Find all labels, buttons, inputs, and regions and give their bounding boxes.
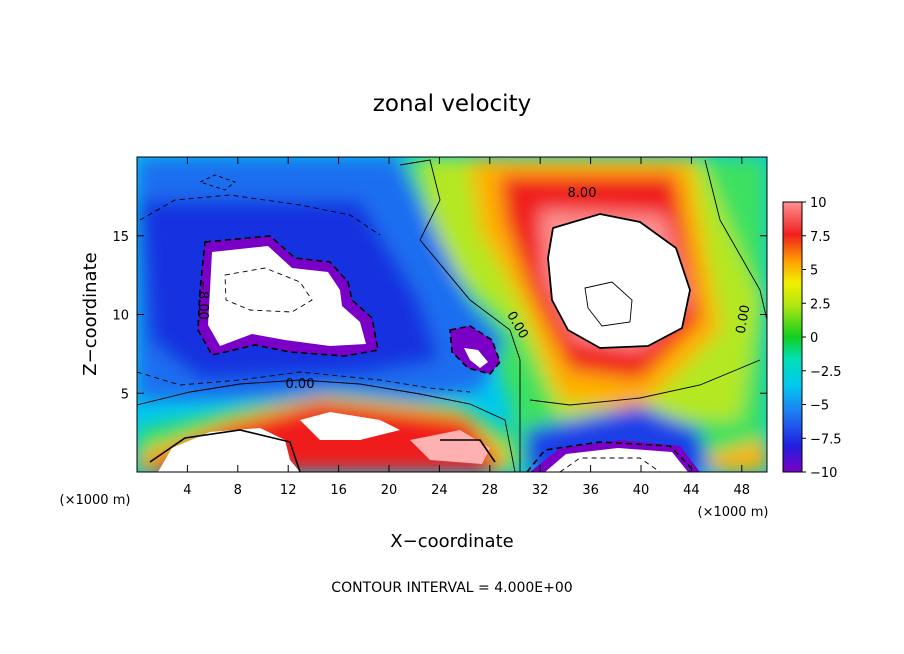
- colorbar-tick-label: 10: [810, 196, 827, 211]
- y-tick-label: 15: [112, 230, 129, 245]
- contour-lines: [137, 159, 767, 472]
- y-tick-label: 5: [121, 387, 129, 402]
- colorbar-ticks: 10 7.5 5 2.5 0 −2.5 −5 −7.5 −10: [802, 196, 842, 481]
- x-axis-label: X−coordinate: [390, 531, 513, 552]
- colorbar-tick-label: −2.5: [810, 365, 842, 380]
- colorbar-tick-label: −10: [810, 466, 837, 481]
- colorbar-tick-label: 5: [810, 264, 818, 279]
- x-tick-label: 44: [683, 483, 700, 498]
- contour-label: 0.00: [286, 377, 315, 392]
- chart-title: zonal velocity: [373, 91, 531, 117]
- colorbar-tick-label: 2.5: [810, 297, 831, 312]
- x-tick-label: 40: [633, 483, 650, 498]
- x-tick-label: 32: [532, 483, 549, 498]
- y-axis: 5 10 15: [112, 230, 767, 402]
- contour-label: 0.00: [734, 304, 754, 335]
- x-unit-right: (×1000 m): [698, 505, 769, 520]
- x-unit-left: (×1000 m): [60, 493, 131, 508]
- y-tick-label: 10: [112, 309, 129, 324]
- contour-interval-note: CONTOUR INTERVAL = 4.000E+00: [331, 580, 572, 596]
- colorbar-tick-label: −7.5: [810, 432, 842, 447]
- colorbar-tick-label: 7.5: [810, 230, 831, 245]
- contour-label: 8.00: [568, 186, 597, 201]
- x-tick-label: 8: [234, 483, 242, 498]
- colorbar: [782, 201, 803, 473]
- x-axis: 4 8 12 16 20 24 28 32 36 40 44 48: [183, 157, 750, 498]
- x-tick-label: 20: [381, 483, 398, 498]
- heatmap-field: [137, 157, 767, 472]
- contour-label: −8.00: [195, 280, 210, 320]
- x-tick-label: 24: [431, 483, 448, 498]
- x-tick-label: 12: [280, 483, 297, 498]
- x-tick-label: 4: [183, 483, 191, 498]
- y-axis-label: Z−coordinate: [80, 252, 101, 375]
- x-tick-label: 36: [582, 483, 599, 498]
- colorbar-tick-label: 0: [810, 331, 818, 346]
- x-tick-label: 48: [734, 483, 751, 498]
- colorbar-tick-label: −5: [810, 399, 829, 414]
- x-tick-label: 28: [482, 483, 499, 498]
- x-tick-label: 16: [330, 483, 347, 498]
